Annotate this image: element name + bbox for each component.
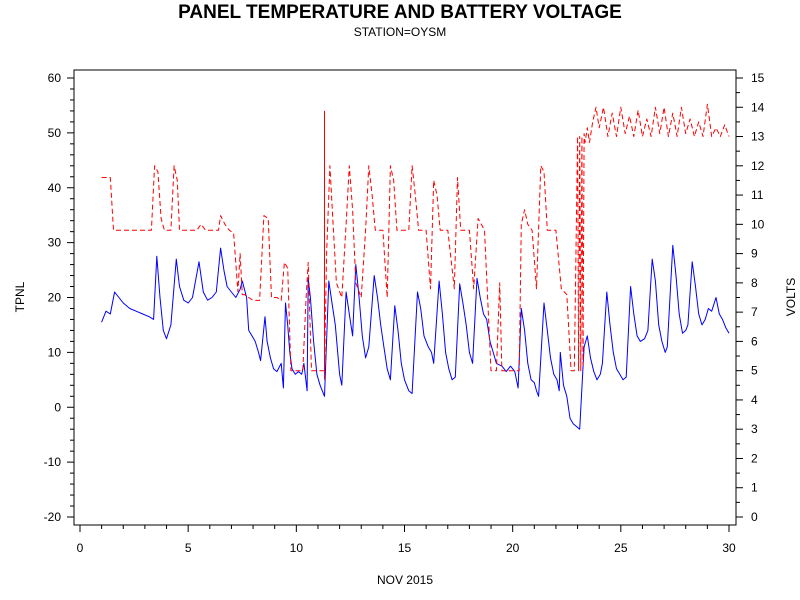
y-right-tick-label: 0 — [751, 510, 758, 524]
y-right-tick-label: 8 — [751, 276, 758, 290]
x-tick-label: 0 — [77, 541, 84, 555]
y-left-tick-label: 0 — [54, 400, 61, 414]
x-tick-label: 5 — [185, 541, 192, 555]
y-right-tick-label: 1 — [751, 481, 758, 495]
chart-subtitle: STATION=OYSM — [354, 25, 447, 39]
y-left-tick-label: 60 — [48, 71, 62, 85]
y-right-tick-label: 4 — [751, 393, 758, 407]
y-left-tick-label: 40 — [48, 181, 62, 195]
chart-title: PANEL TEMPERATURE AND BATTERY VOLTAGE — [178, 2, 622, 23]
y-left-tick-label: 20 — [48, 291, 62, 305]
y-axis-right-label: VOLTS — [784, 278, 798, 316]
y-right-tick-label: 13 — [751, 130, 765, 144]
y-right-tick-label: 7 — [751, 305, 758, 319]
x-tick-label: 25 — [614, 541, 628, 555]
series-layer — [101, 103, 730, 430]
y-left-tick-label: 10 — [48, 345, 62, 359]
series-line-volts — [101, 103, 730, 372]
y-left-tick-label: 50 — [48, 126, 62, 140]
series-line-tpnl — [101, 244, 730, 430]
y-left-tick-label: -20 — [44, 510, 62, 524]
y-right-tick-label: 3 — [751, 422, 758, 436]
y-right-tick-label: 14 — [751, 100, 765, 114]
y-right-tick-label: 2 — [751, 451, 758, 465]
x-tick-label: 30 — [722, 541, 736, 555]
y-right-tick-label: 11 — [751, 188, 764, 202]
x-axis-label: NOV 2015 — [377, 573, 433, 587]
y-axis-left: -20 -10 0 10 20 30 40 50 60 — [44, 71, 74, 524]
x-tick-label: 15 — [398, 541, 412, 555]
y-right-tick-label: 12 — [751, 159, 765, 173]
y-right-tick-label: 6 — [751, 334, 758, 348]
y-right-tick-label: 10 — [751, 217, 765, 231]
y-right-tick-label: 15 — [751, 71, 765, 85]
y-right-tick-label: 5 — [751, 364, 758, 378]
y-left-tick-label: -10 — [44, 455, 62, 469]
y-right-tick-label: 9 — [751, 247, 758, 261]
x-tick-label: 10 — [290, 541, 304, 555]
x-tick-label: 20 — [506, 541, 520, 555]
y-axis-left-label: TPNL — [13, 281, 27, 312]
y-left-tick-label: 30 — [48, 236, 62, 250]
x-axis: 0 5 10 15 20 25 30 — [77, 525, 736, 555]
